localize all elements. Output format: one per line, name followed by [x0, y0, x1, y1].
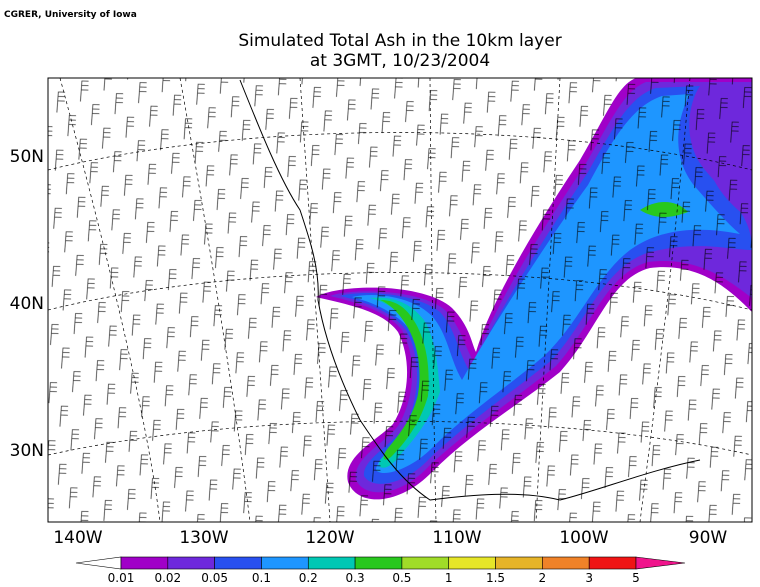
- colorbar-swatch: [307, 556, 356, 570]
- colorbar-label: 1.5: [486, 571, 505, 585]
- colorbar-label: 0.05: [201, 571, 228, 585]
- colorbar-end: [635, 556, 686, 570]
- colorbar-label: 2: [539, 571, 547, 585]
- colorbar-label: 0.02: [154, 571, 181, 585]
- lat-label: 30N: [10, 441, 44, 461]
- lon-label: 140W: [53, 528, 102, 548]
- colorbar-swatch: [448, 556, 496, 570]
- lon-label: 110W: [432, 528, 481, 548]
- colorbar-end: [75, 556, 122, 570]
- colorbar-label: 0.1: [252, 571, 271, 585]
- colorbar-swatch: [354, 556, 403, 570]
- colorbar-swatch: [495, 556, 543, 570]
- colorbar-label: 5: [632, 571, 640, 585]
- map-frame: [47, 77, 753, 523]
- lon-label: 120W: [305, 528, 354, 548]
- title: Simulated Total Ash in the 10km layer: [238, 31, 561, 51]
- lon-label: 130W: [179, 528, 228, 548]
- lon-label: 90W: [689, 528, 728, 548]
- colorbar-swatch: [401, 556, 450, 570]
- colorbar-label: 0.01: [108, 571, 135, 585]
- colorbar-swatch: [261, 556, 309, 570]
- lat-label: 40N: [10, 294, 44, 314]
- colorbar-swatch: [167, 556, 215, 570]
- lon-label: 100W: [559, 528, 608, 548]
- colorbar-label: 0.5: [392, 571, 411, 585]
- credit: CGRER, University of Iowa: [4, 10, 137, 20]
- map: [48, 78, 752, 522]
- colorbar-swatch: [588, 556, 637, 570]
- lat-label: 50N: [10, 147, 44, 167]
- colorbar-label: 1: [445, 571, 453, 585]
- subtitle: at 3GMT, 10/23/2004: [310, 51, 490, 71]
- colorbar-label: 0.3: [346, 571, 365, 585]
- colorbar-swatch: [214, 556, 262, 570]
- colorbar-swatch: [120, 556, 169, 570]
- colorbar-label: 3: [585, 571, 593, 585]
- colorbar-swatch: [542, 556, 590, 570]
- colorbar-label: 0.2: [299, 571, 318, 585]
